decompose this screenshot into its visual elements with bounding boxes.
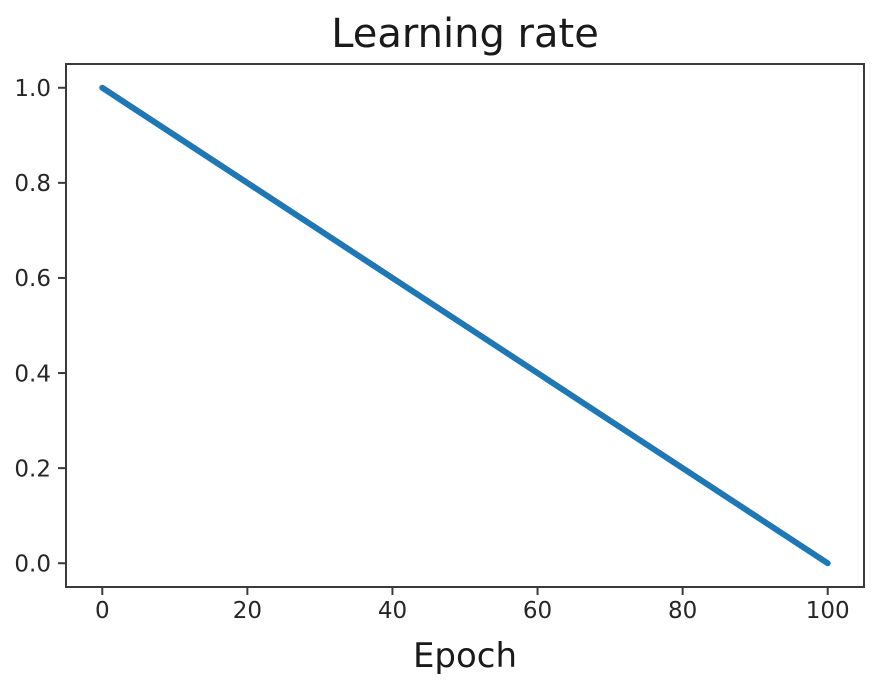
x-tick-label: 100 [806, 598, 850, 624]
y-tick-label: 0.6 [14, 266, 51, 292]
learning-rate-curve [99, 84, 831, 567]
y-tick-label: 0.8 [14, 171, 51, 197]
x-tick-label: 60 [523, 598, 552, 624]
y-tick-label: 1.0 [14, 76, 51, 102]
y-tick-label: 0.0 [14, 552, 51, 578]
chart-title: Learning rate [331, 11, 599, 57]
x-axis-ticks: 0 20 40 60 80 100 [95, 587, 850, 624]
y-tick-label: 0.4 [14, 361, 51, 387]
y-tick-label: 0.2 [14, 456, 51, 482]
x-axis-label: Epoch [412, 636, 518, 676]
axes-spines [65, 63, 865, 588]
x-tick-label: 20 [233, 598, 262, 624]
y-axis-ticks: 0.0 0.2 0.4 0.6 0.8 1.0 [14, 76, 66, 578]
x-tick-label: 0 [95, 598, 110, 624]
x-tick-label: 80 [668, 598, 697, 624]
x-tick-label: 40 [378, 598, 407, 624]
